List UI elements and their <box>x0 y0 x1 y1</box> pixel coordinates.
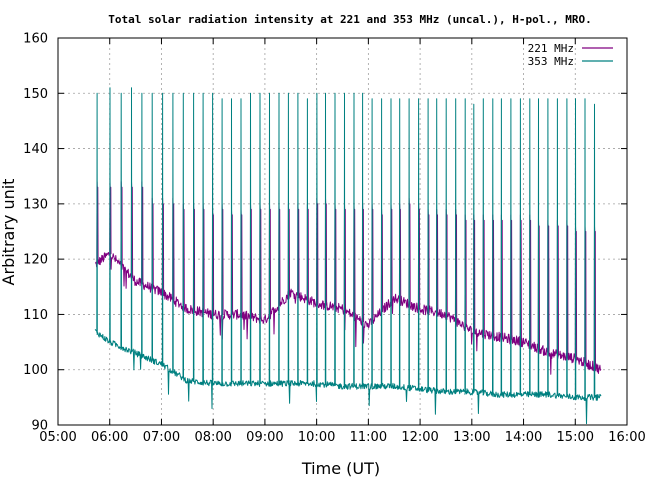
legend-label: 221 MHz <box>528 42 574 55</box>
y-tick-label: 140 <box>23 142 48 157</box>
y-tick-label: 90 <box>31 419 48 434</box>
y-tick-label: 160 <box>23 32 48 47</box>
y-tick-label: 130 <box>23 197 48 212</box>
series-line-b <box>94 87 602 425</box>
chart-title: Total solar radiation intensity at 221 a… <box>108 13 591 26</box>
x-tick-label: 08:00 <box>194 430 231 445</box>
plot-border <box>57 37 628 426</box>
y-tick-label: 110 <box>23 308 48 323</box>
series-line-a <box>95 181 602 375</box>
legend-label: 353 MHz <box>528 55 574 68</box>
x-tick-label: 06:00 <box>91 430 128 445</box>
x-axis-title: Time (UT) <box>301 459 380 478</box>
x-tick-label: 14:00 <box>505 430 542 445</box>
y-tick-label: 150 <box>23 87 48 102</box>
x-tick-label: 07:00 <box>143 430 180 445</box>
x-tick-label: 09:00 <box>246 430 283 445</box>
y-tick-label: 120 <box>23 253 48 268</box>
x-tick-label: 16:00 <box>608 430 645 445</box>
x-tick-label: 10:00 <box>298 430 335 445</box>
x-tick-label: 05:00 <box>39 430 76 445</box>
x-tick-label: 15:00 <box>557 430 594 445</box>
y-axis-title: Arbitrary unit <box>0 179 18 286</box>
x-tick-label: 11:00 <box>350 430 387 445</box>
x-tick-label: 13:00 <box>453 430 490 445</box>
series-layer <box>94 87 602 425</box>
gridlines <box>58 38 627 425</box>
y-tick-label: 100 <box>23 363 48 378</box>
x-tick-label: 12:00 <box>401 430 438 445</box>
axis-ticks: 05:00 06:00 07:00 08:00 09:00 10:00 11:00 12:00… <box>23 32 646 446</box>
